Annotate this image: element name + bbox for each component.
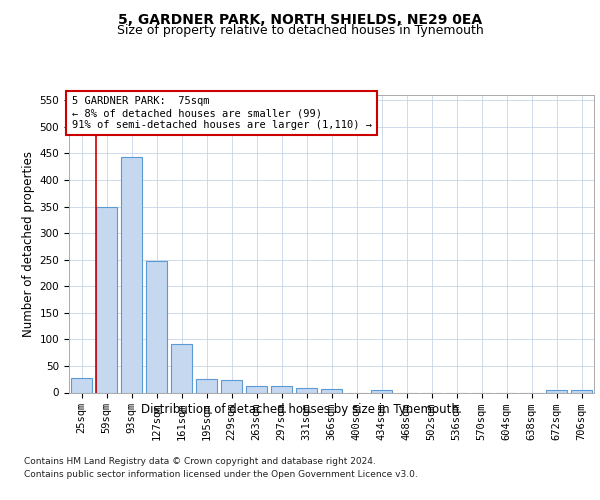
Bar bbox=[96, 206, 117, 392]
Text: 5 GARDNER PARK:  75sqm
← 8% of detached houses are smaller (99)
91% of semi-deta: 5 GARDNER PARK: 75sqm ← 8% of detached h… bbox=[71, 96, 371, 130]
Bar bbox=[546, 390, 567, 392]
Text: Contains HM Land Registry data © Crown copyright and database right 2024.: Contains HM Land Registry data © Crown c… bbox=[24, 458, 376, 466]
Bar bbox=[571, 390, 592, 392]
Bar bbox=[121, 157, 142, 392]
Bar bbox=[246, 386, 267, 392]
Bar bbox=[371, 390, 392, 392]
Bar bbox=[146, 262, 167, 392]
Text: Distribution of detached houses by size in Tynemouth: Distribution of detached houses by size … bbox=[141, 402, 459, 415]
Bar bbox=[321, 390, 342, 392]
Y-axis label: Number of detached properties: Number of detached properties bbox=[22, 151, 35, 337]
Bar bbox=[296, 388, 317, 392]
Bar bbox=[271, 386, 292, 392]
Bar bbox=[221, 380, 242, 392]
Bar bbox=[71, 378, 92, 392]
Bar bbox=[196, 379, 217, 392]
Text: Contains public sector information licensed under the Open Government Licence v3: Contains public sector information licen… bbox=[24, 470, 418, 479]
Text: Size of property relative to detached houses in Tynemouth: Size of property relative to detached ho… bbox=[116, 24, 484, 37]
Text: 5, GARDNER PARK, NORTH SHIELDS, NE29 0EA: 5, GARDNER PARK, NORTH SHIELDS, NE29 0EA bbox=[118, 12, 482, 26]
Bar bbox=[171, 344, 192, 392]
